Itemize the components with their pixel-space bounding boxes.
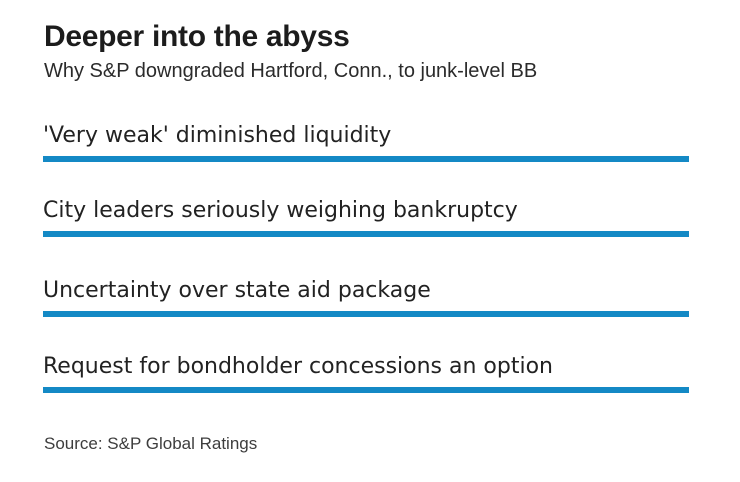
list-item: City leaders seriously weighing bankrupt…	[43, 197, 689, 237]
list-item-label: 'Very weak' diminished liquidity	[43, 123, 392, 148]
page-subtitle: Why S&P downgraded Hartford, Conn., to j…	[44, 60, 538, 82]
page-title: Deeper into the abyss	[44, 20, 350, 53]
list-item-label: Request for bondholder concessions an op…	[43, 354, 553, 379]
underline-rule	[43, 156, 689, 162]
source-attribution: Source: S&P Global Ratings	[44, 434, 258, 453]
list-item-label: Uncertainty over state aid package	[43, 278, 431, 303]
list-item: Uncertainty over state aid package	[43, 277, 689, 317]
list-item: 'Very weak' diminished liquidity	[43, 122, 689, 162]
underline-rule	[43, 311, 689, 317]
underline-rule	[43, 387, 689, 393]
list-item: Request for bondholder concessions an op…	[43, 353, 689, 393]
list-item-label: City leaders seriously weighing bankrupt…	[43, 198, 518, 223]
underline-rule	[43, 231, 689, 237]
